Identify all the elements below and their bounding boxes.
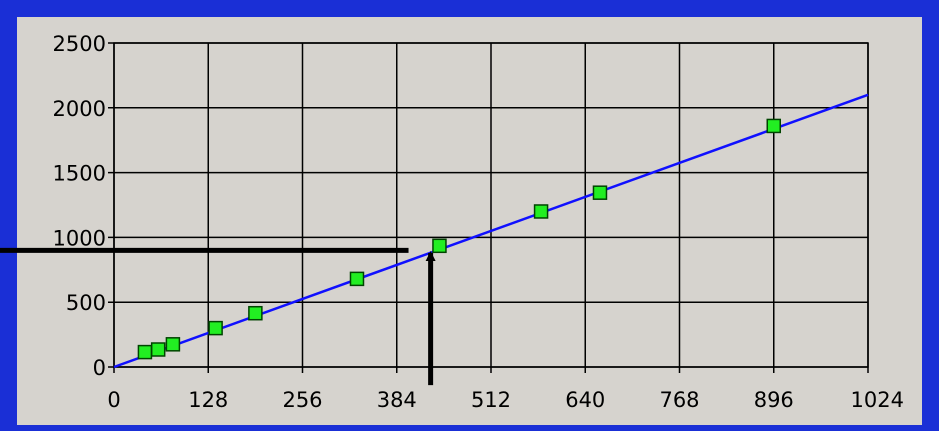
y-tick-label: 1500 — [53, 162, 106, 186]
data-point — [208, 320, 223, 336]
data-point — [349, 271, 365, 287]
fit-line — [113, 93, 869, 369]
data-point — [533, 204, 549, 219]
data-point — [432, 238, 447, 254]
x-tick-label: 0 — [107, 388, 120, 412]
data-point — [137, 344, 153, 360]
data-point — [150, 342, 166, 357]
data-point — [248, 305, 263, 321]
x-tick-label: 768 — [659, 388, 699, 412]
y-tick-label: 2000 — [53, 97, 106, 121]
x-tick-label: 896 — [754, 388, 794, 412]
annotations — [0, 247, 436, 386]
grid — [108, 42, 869, 373]
data-point — [766, 118, 781, 134]
x-tick-label: 128 — [188, 388, 228, 412]
data-points — [137, 118, 781, 360]
y-tick-label: 2500 — [53, 32, 106, 56]
chart-panel — [17, 17, 922, 425]
data-point — [165, 337, 181, 352]
data-point — [592, 185, 608, 200]
fit-line-layer — [113, 93, 869, 369]
y-tick-label: 500 — [66, 291, 106, 315]
x-tick-label: 640 — [565, 388, 605, 412]
y-tick-label: 0 — [93, 356, 106, 380]
x-tick-label: 256 — [282, 388, 322, 412]
x-tick-label: 512 — [471, 388, 511, 412]
x-tick-label: 1024 — [851, 388, 904, 412]
y-tick-label: 1000 — [53, 226, 106, 250]
tick-labels: 0 128 256 384 512 640 768 896 1024 0 500 1000 1500 20… — [53, 32, 904, 412]
x-tick-label: 384 — [377, 388, 417, 412]
